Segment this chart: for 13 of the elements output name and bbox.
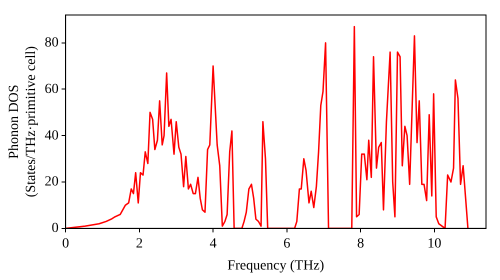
x-tick-label: 10 <box>427 236 442 252</box>
x-tick-label: 6 <box>283 236 290 252</box>
y-tick-label: 40 <box>44 128 59 144</box>
x-tick-label: 0 <box>62 236 70 252</box>
y-tick-label: 60 <box>44 82 59 97</box>
y-tick-label: 20 <box>44 174 59 190</box>
x-tick-label: 2 <box>136 236 143 252</box>
x-tick-label: 4 <box>210 236 217 252</box>
y-axis-title: Phonon DOS (States/THz·primitive cell) <box>7 46 39 198</box>
x-tick-label: 8 <box>357 236 364 252</box>
x-axis-title: Frequency (THz) <box>227 258 325 274</box>
y-tick-label: 80 <box>44 36 59 51</box>
y-tick-label: 0 <box>52 221 59 236</box>
